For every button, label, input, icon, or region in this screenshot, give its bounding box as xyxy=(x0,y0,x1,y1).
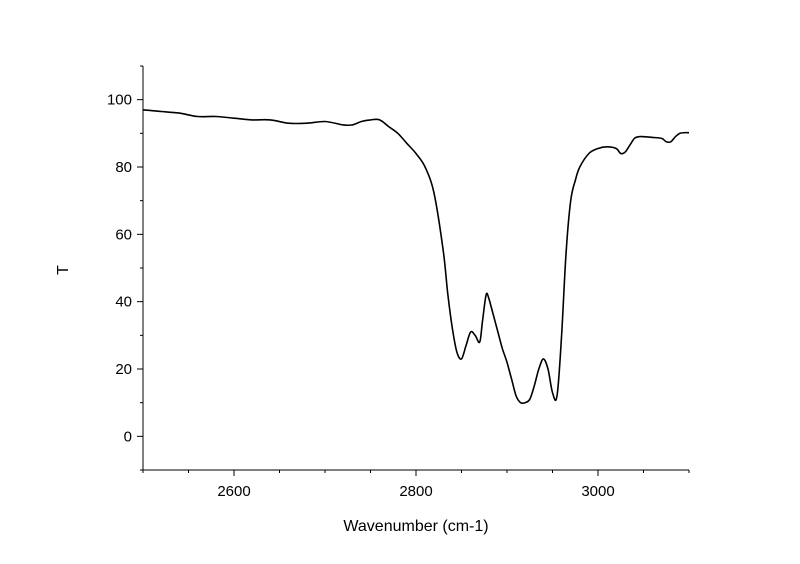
transmittance-series-line xyxy=(142,109,690,405)
x-ticks: 2600 2800 3000 xyxy=(142,470,690,500)
y-tick-label: 40 xyxy=(115,294,132,311)
y-tick-label: 100 xyxy=(107,92,132,109)
y-tick-label: 20 xyxy=(115,361,132,378)
axes xyxy=(142,66,689,471)
y-tick-label: 0 xyxy=(124,428,132,445)
y-tick-label: 60 xyxy=(115,226,132,243)
x-tick-label: 2600 xyxy=(217,483,250,500)
y-tick-label: 80 xyxy=(115,159,132,176)
x-tick-label: 3000 xyxy=(581,483,614,500)
x-tick-label: 2800 xyxy=(399,483,432,500)
y-axis-title: T xyxy=(55,265,72,275)
x-axis-title: Wavenumber (cm-1) xyxy=(343,518,488,535)
y-ticks: 0 20 40 60 80 100 xyxy=(107,65,143,471)
